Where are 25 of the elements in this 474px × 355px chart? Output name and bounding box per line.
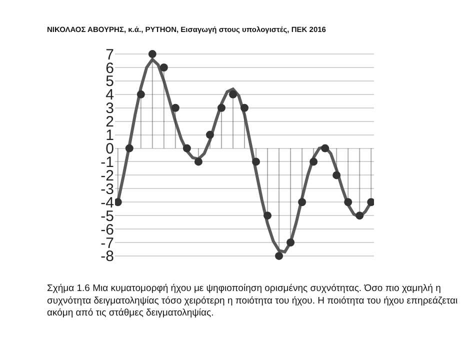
point xyxy=(125,144,134,152)
point xyxy=(136,90,145,98)
point xyxy=(115,198,122,206)
point xyxy=(310,158,318,166)
point xyxy=(286,238,295,246)
point xyxy=(367,198,374,206)
point xyxy=(298,198,306,206)
point xyxy=(321,144,330,152)
point xyxy=(160,64,168,72)
point xyxy=(264,212,272,220)
point xyxy=(217,104,226,112)
point xyxy=(252,158,260,166)
point xyxy=(228,90,237,98)
point xyxy=(206,130,214,139)
point xyxy=(356,212,364,220)
point xyxy=(171,104,180,112)
point xyxy=(148,50,156,58)
text: Σχήμα 1.6 Μια κυματομορφή ήχου με ψηφιοποίηση ορισμένης συχνότητας. Όσο πιο χαμηλή η συχνότητα δειγματοληψίας τόσο χειρότερη η ποιότητα του ήχου. Η ποιότητα του ήχου επηρεάζεται ακόμη από τις στάθμες δειγματοληψίας. xyxy=(47,283,458,319)
point xyxy=(240,104,248,112)
point xyxy=(275,252,284,260)
point xyxy=(194,158,202,166)
line-series xyxy=(116,58,373,254)
point xyxy=(344,198,352,206)
point xyxy=(332,171,341,180)
point xyxy=(182,144,191,152)
